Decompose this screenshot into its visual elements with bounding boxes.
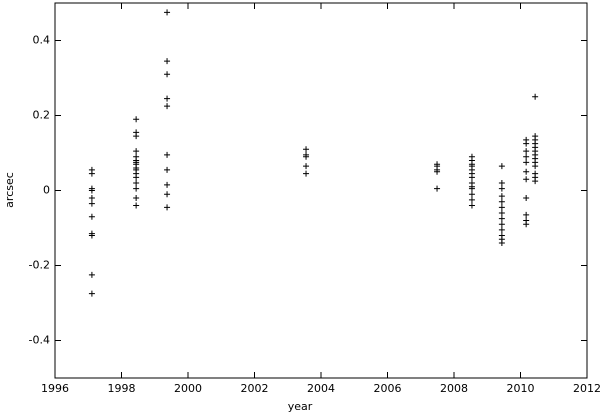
point xyxy=(88,195,95,201)
point xyxy=(88,170,95,177)
point xyxy=(164,9,171,16)
x-tick-label: 2010 xyxy=(507,382,535,395)
point xyxy=(88,232,95,239)
point xyxy=(523,195,530,201)
x-tick-label: 2000 xyxy=(174,382,202,395)
point xyxy=(164,191,171,198)
point xyxy=(164,71,171,78)
point xyxy=(498,210,505,216)
point xyxy=(164,204,171,211)
point xyxy=(523,148,530,155)
point xyxy=(468,196,475,203)
y-axis-label: arcsec xyxy=(3,172,16,208)
point xyxy=(133,185,140,192)
point xyxy=(523,140,530,147)
x-tick-label: 1996 xyxy=(41,382,69,395)
point xyxy=(133,116,140,123)
y-tick-label: -0.4 xyxy=(29,334,50,347)
x-tick-label: 2006 xyxy=(374,382,402,395)
y-tick-label: 0.2 xyxy=(33,109,51,122)
point xyxy=(88,187,95,194)
point xyxy=(523,168,530,175)
x-tick-label: 2004 xyxy=(307,382,335,395)
x-tick-label: 2008 xyxy=(440,382,468,395)
point xyxy=(164,166,171,173)
point xyxy=(523,153,530,160)
y-tick-label: 0.4 xyxy=(33,34,51,47)
point xyxy=(498,215,505,222)
x-tick-label: 1998 xyxy=(108,382,136,395)
point xyxy=(468,185,475,192)
point xyxy=(498,163,505,170)
point xyxy=(133,148,140,155)
point xyxy=(468,174,475,181)
point xyxy=(133,133,140,140)
point xyxy=(468,202,475,209)
point xyxy=(164,103,171,110)
point xyxy=(498,240,505,246)
point xyxy=(532,93,539,100)
point xyxy=(523,176,530,183)
point xyxy=(303,163,310,170)
x-tick-label: 2002 xyxy=(241,382,269,395)
point xyxy=(164,58,171,65)
plot-frame xyxy=(54,2,588,379)
point xyxy=(133,174,140,181)
point xyxy=(133,202,140,209)
point xyxy=(303,170,310,177)
point xyxy=(523,211,530,218)
x-axis-label: year xyxy=(288,400,313,413)
point xyxy=(434,168,441,175)
point xyxy=(498,193,505,200)
point xyxy=(498,185,505,192)
point xyxy=(498,180,505,186)
point xyxy=(303,153,310,160)
point xyxy=(133,195,140,201)
point xyxy=(532,163,539,170)
point xyxy=(498,221,505,228)
point xyxy=(133,180,140,186)
point xyxy=(88,290,95,297)
point xyxy=(523,221,530,228)
point xyxy=(468,191,475,198)
point xyxy=(434,185,441,192)
point xyxy=(88,271,95,278)
y-tick-label: -0.2 xyxy=(29,259,50,272)
point xyxy=(498,204,505,211)
point xyxy=(532,178,539,185)
point xyxy=(88,213,95,220)
point xyxy=(164,95,171,102)
point xyxy=(164,181,171,188)
point xyxy=(498,198,505,205)
point xyxy=(498,226,505,233)
point xyxy=(303,146,310,153)
point xyxy=(88,200,95,207)
y-tick-label: 0 xyxy=(43,184,50,197)
point xyxy=(523,159,530,166)
point xyxy=(164,151,171,158)
x-tick-label: 2012 xyxy=(573,382,600,395)
